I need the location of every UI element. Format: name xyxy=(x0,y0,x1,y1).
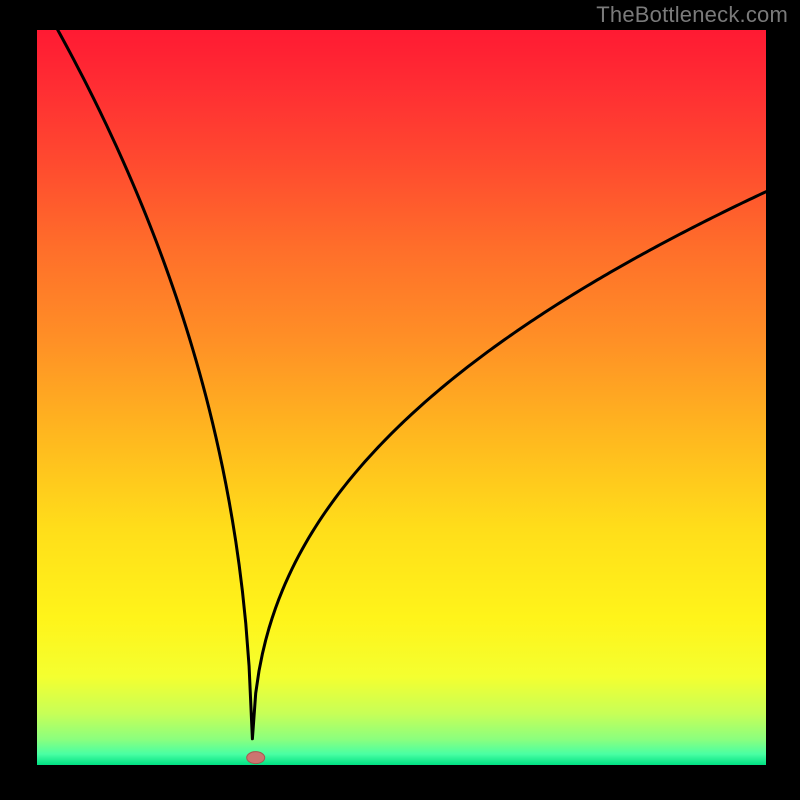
plot-area xyxy=(37,30,766,765)
watermark-text: TheBottleneck.com xyxy=(596,2,788,28)
minimum-marker xyxy=(247,752,265,764)
chart-container: TheBottleneck.com xyxy=(0,0,800,800)
plot-svg xyxy=(37,30,766,765)
plot-background xyxy=(37,30,766,765)
